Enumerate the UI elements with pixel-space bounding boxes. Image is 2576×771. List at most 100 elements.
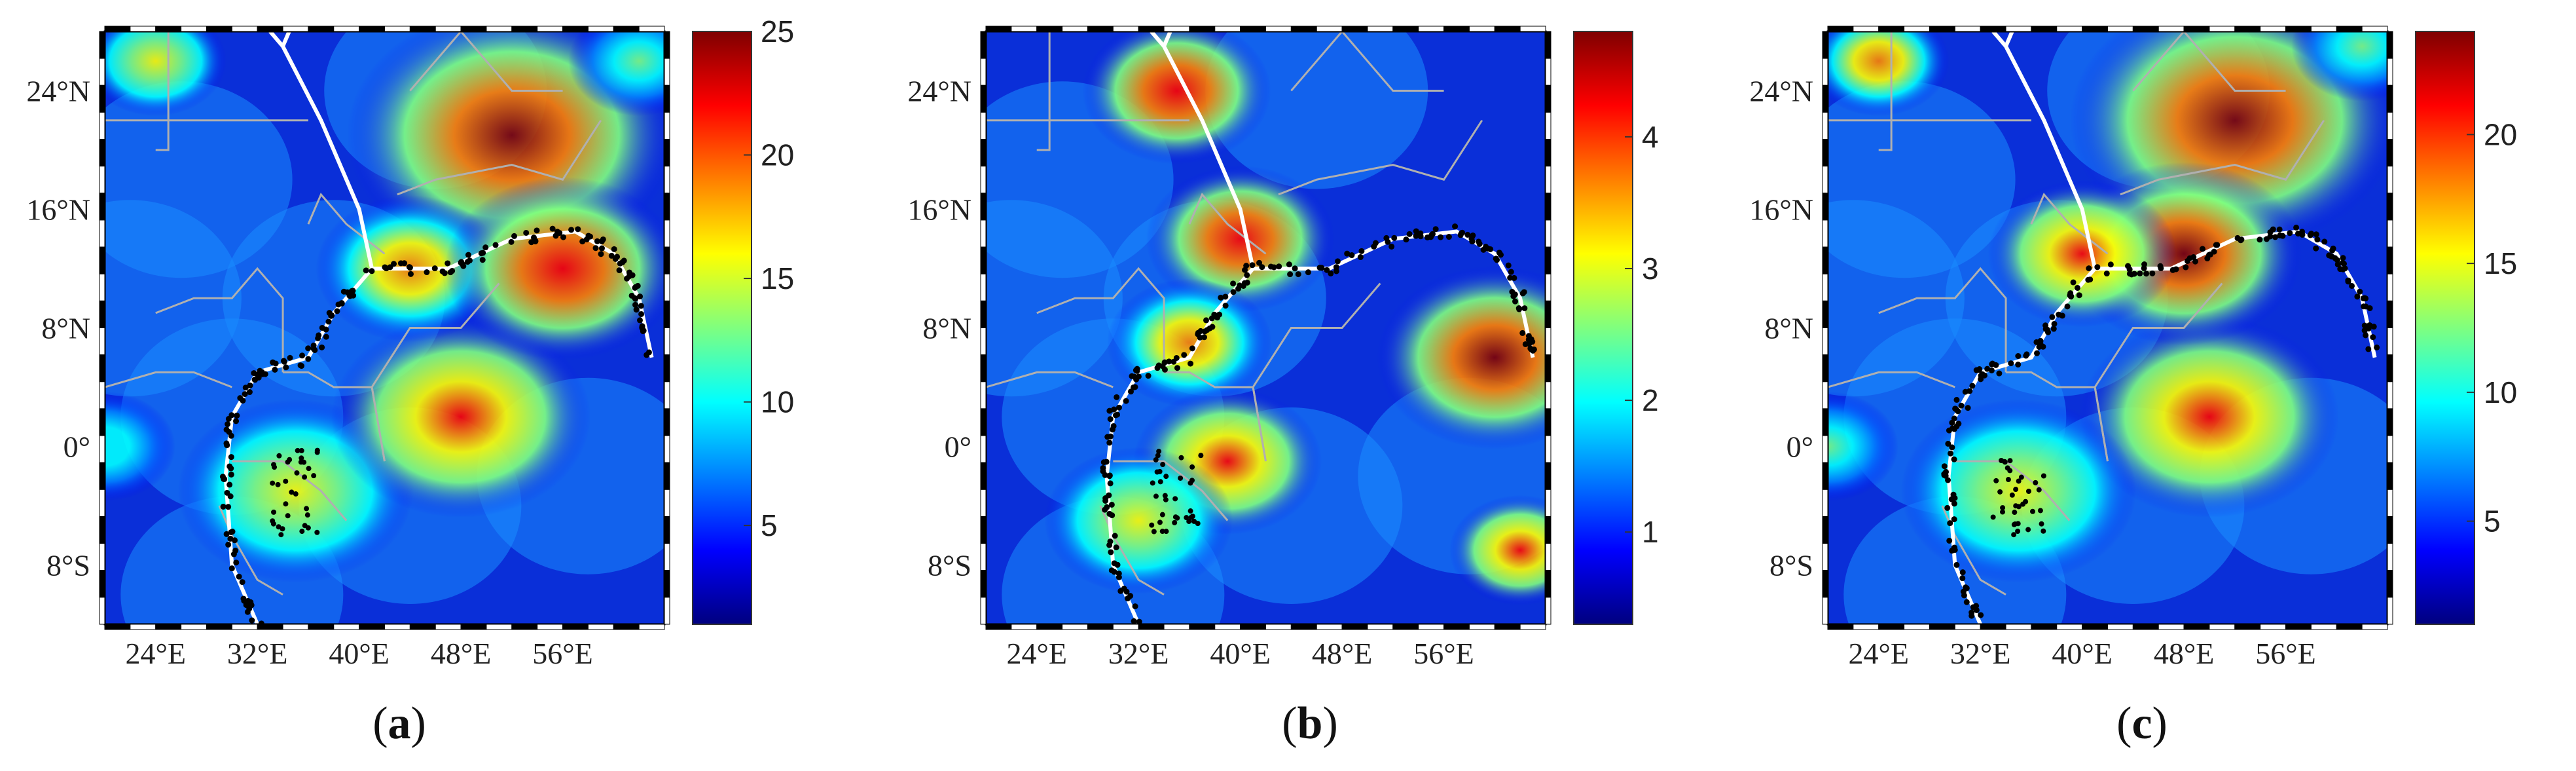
seismic-event [1216, 311, 1223, 318]
seismic-event [1480, 246, 1487, 253]
seismic-event [1305, 269, 1311, 276]
seismic-event [1174, 365, 1180, 371]
seismic-event [299, 447, 304, 453]
lat-tick-label: 0° [945, 430, 971, 464]
seismic-event [1949, 444, 1955, 451]
colorbar-tick-label: 20 [2484, 117, 2517, 151]
frame-stripe [1138, 624, 1165, 630]
seismic-event [1186, 518, 1192, 524]
seismic-event [1944, 504, 1951, 511]
country-border [1828, 119, 1893, 151]
seismic-event [1997, 489, 2003, 495]
frame-stripe [1822, 219, 1828, 248]
seismic-event [228, 529, 234, 535]
frame-stripe [1087, 26, 1114, 32]
seismic-event [1951, 456, 1957, 462]
frame-stripe [155, 26, 182, 32]
seismic-event [1107, 480, 1114, 487]
frame-stripe [486, 26, 513, 32]
frame-stripe [1214, 26, 1241, 32]
seismic-event [2007, 468, 2013, 474]
seismic-event [224, 489, 230, 496]
seismic-event [255, 374, 262, 381]
country-border [2120, 119, 2325, 196]
seismic-event [1973, 603, 1980, 609]
frame-stripe [155, 624, 182, 630]
seismic-event [314, 529, 320, 535]
lon-tick-label: 40°E [1210, 637, 1271, 670]
frame-stripe [2310, 26, 2337, 32]
seismic-event [276, 453, 282, 459]
frame-stripe [1822, 408, 1828, 436]
frame-stripe [1980, 26, 2006, 32]
frame-stripe [1290, 624, 1317, 630]
frame-stripe [1545, 435, 1551, 463]
seismic-event [280, 358, 287, 364]
seismic-event [306, 466, 312, 472]
frame-stripe [1545, 166, 1551, 194]
frame-stripe [1214, 624, 1241, 630]
frame-stripe [384, 26, 410, 32]
frame-stripe [206, 624, 232, 630]
frame-stripe [359, 26, 385, 32]
caption-letter-c: c [2132, 698, 2152, 749]
frame-stripe [1316, 26, 1343, 32]
seismic-event [556, 230, 563, 236]
lat-tick-label: 8°N [1764, 312, 1813, 345]
seismic-event [251, 370, 257, 377]
frame-stripe [664, 435, 670, 463]
seismic-event [272, 360, 279, 367]
frame-stripe [99, 111, 105, 140]
frame-stripe [1822, 85, 1828, 113]
seismic-event [294, 470, 300, 476]
frame-stripe [985, 624, 1012, 630]
colorbar-tick-label: 20 [761, 138, 794, 172]
lon-tick-label: 24°E [1848, 637, 1909, 670]
frame-stripe [1163, 26, 1190, 32]
frame-stripe [2234, 624, 2261, 630]
frame-stripe [1189, 26, 1216, 32]
seismic-event [1116, 404, 1122, 411]
lat-tick-label: 8°S [928, 549, 971, 582]
seismic-event [1358, 248, 1365, 254]
seismic-event [233, 559, 240, 566]
seismic-event [2313, 231, 2319, 238]
frame-stripe [2336, 624, 2363, 630]
frame-stripe [2387, 31, 2393, 59]
seismic-event [1110, 423, 1117, 429]
colorbar-tick-label: 4 [1642, 120, 1659, 154]
seismic-event [1163, 474, 1169, 480]
seismic-event [579, 238, 586, 245]
seismic-event [225, 541, 232, 548]
seismic-event [1953, 396, 1960, 403]
seismic-event [1334, 258, 1341, 265]
seismic-event [2070, 279, 2077, 286]
seismic-event [1116, 571, 1122, 577]
seismic-event [2340, 259, 2346, 266]
seismic-event [1521, 305, 1528, 312]
seismic-event [293, 491, 299, 497]
seismic-event [407, 271, 414, 277]
frame-stripe [2260, 624, 2287, 630]
seismic-event [270, 480, 276, 486]
seismic-event [1959, 575, 1966, 582]
lat-tick-label: 8°N [922, 312, 971, 345]
frame-stripe [99, 85, 105, 113]
seismic-event [638, 303, 644, 309]
frame-stripe [1392, 624, 1419, 630]
colorbar [2415, 31, 2475, 625]
seismic-event [319, 324, 325, 331]
seismic-event [297, 362, 304, 369]
frame-stripe [980, 219, 987, 248]
seismic-event [1100, 464, 1106, 471]
seismic-event [1153, 493, 1159, 499]
seismic-event [1198, 453, 1204, 459]
seismic-event [1508, 269, 1514, 275]
field-hotspot [2079, 316, 2339, 518]
frame-stripe [99, 139, 105, 167]
seismic-event [1174, 515, 1180, 521]
frame-stripe [980, 300, 987, 329]
seismic-event [431, 265, 438, 272]
frame-stripe [638, 26, 665, 32]
seismic-event [1953, 407, 1960, 413]
